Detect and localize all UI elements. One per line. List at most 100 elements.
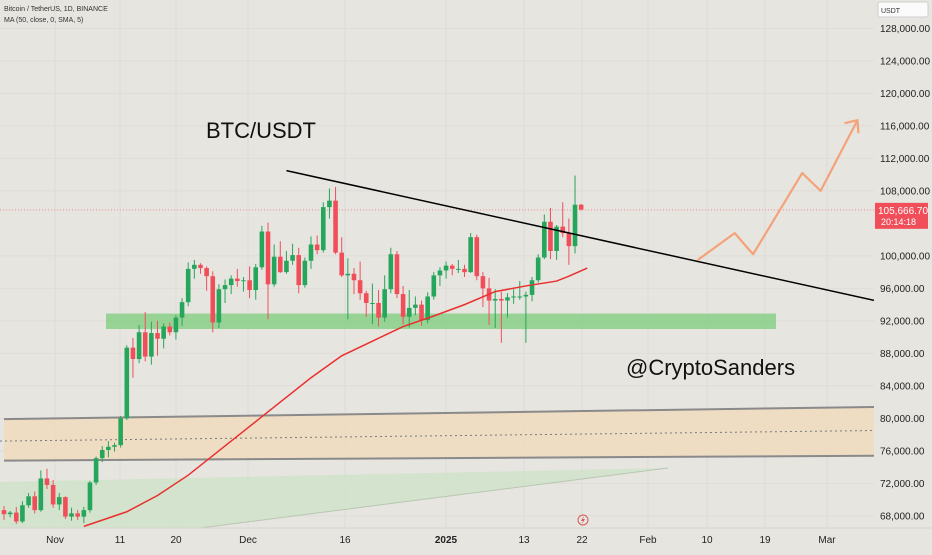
time-axis-label: 10 <box>701 535 713 546</box>
candle-body <box>50 484 56 505</box>
candle-body <box>388 254 394 290</box>
candle-body <box>480 276 486 289</box>
candle-body <box>492 298 498 301</box>
candle-body <box>235 278 240 282</box>
candle-body <box>204 268 209 277</box>
candle-body <box>75 513 80 517</box>
candle-body <box>44 478 50 485</box>
candle-body <box>192 264 197 269</box>
time-axis-label: 19 <box>759 535 771 546</box>
candle-body <box>179 302 185 318</box>
price-axis-label: 112,000.00 <box>880 154 930 165</box>
candle-body <box>327 200 332 208</box>
candle-body <box>161 326 166 339</box>
candle-body <box>339 252 344 276</box>
price-axis-label: 116,000.00 <box>880 121 930 132</box>
candle-body <box>241 280 246 282</box>
channel-mid-line <box>0 430 875 442</box>
candle-body <box>56 497 62 505</box>
time-axis-panel[interactable] <box>0 528 932 550</box>
candle-body <box>13 512 19 522</box>
candle-body <box>357 280 363 294</box>
candle-body <box>376 302 381 318</box>
time-axis-label: 20 <box>170 535 182 546</box>
price-axis-label: 96,000.00 <box>880 284 925 295</box>
candle-body <box>69 513 74 517</box>
price-axis-label: 80,000.00 <box>880 414 925 425</box>
candle-body <box>130 347 136 360</box>
candle-body <box>112 445 117 447</box>
candle-body <box>290 255 295 261</box>
channel-upper-line <box>3 405 875 421</box>
candle-countdown: 20:14:18 <box>881 217 916 227</box>
price-axis-label: 100,000.00 <box>880 251 930 262</box>
price-axis-label: 120,000.00 <box>880 89 930 100</box>
candle-body <box>284 260 289 273</box>
descending-trendline[interactable] <box>286 169 932 315</box>
candle-body <box>296 255 302 286</box>
candle-body <box>572 204 578 247</box>
price-axis-label: 124,000.00 <box>880 56 930 67</box>
projection-arrow-head <box>844 118 860 134</box>
candle-body <box>32 496 37 511</box>
candle-body <box>7 512 13 515</box>
triangle-edge <box>199 467 669 529</box>
candle-body <box>93 458 99 483</box>
candle-body <box>38 478 44 511</box>
candle-body <box>308 244 314 261</box>
pair-title-annotation[interactable]: BTC/USDT <box>206 118 316 143</box>
author-annotation[interactable]: @CryptoSanders <box>626 355 795 380</box>
candle-body <box>210 276 216 323</box>
candle-body <box>124 347 130 419</box>
candle-body <box>468 237 473 273</box>
candle-body <box>20 505 25 522</box>
candle-body <box>314 244 320 251</box>
candle-body <box>505 297 510 301</box>
candle-body <box>216 289 222 323</box>
time-axis-label: 22 <box>576 535 588 546</box>
time-axis-label: 11 <box>115 535 126 546</box>
candle-body <box>136 332 142 360</box>
candle-body <box>363 293 369 303</box>
candle-body <box>333 200 338 253</box>
current-price-tag: 105,666.70 20:14:18 <box>875 202 928 229</box>
price-axis-label: 128,000.00 <box>880 24 930 35</box>
candle-body <box>394 254 400 295</box>
candle-body <box>1 510 7 515</box>
time-axis-label: Nov <box>46 535 64 546</box>
currency-button[interactable]: USDT <box>877 1 929 18</box>
candle-body <box>345 273 351 276</box>
price-axis-label: 76,000.00 <box>880 446 925 457</box>
candle-body <box>511 296 516 298</box>
candle-body <box>554 226 559 252</box>
price-axis-label: 68,000.00 <box>880 511 925 522</box>
time-axis-label: 16 <box>339 535 351 546</box>
price-axis-panel[interactable] <box>874 0 932 528</box>
price-axis-label: 84,000.00 <box>880 381 925 392</box>
indicator-header: MA (50, close, 0, SMA, 5) <box>4 17 83 24</box>
candle-body <box>228 278 234 286</box>
projection-path[interactable] <box>697 119 859 261</box>
time-axis-label: Mar <box>818 535 836 546</box>
price-axis-label: 108,000.00 <box>880 186 930 197</box>
candle-body <box>271 256 277 285</box>
candle-body <box>529 280 535 295</box>
lightning-icon[interactable] <box>577 514 589 526</box>
candle-body <box>222 285 228 290</box>
candle-body <box>142 332 148 357</box>
time-axis-label: Feb <box>639 535 657 546</box>
candle-body <box>400 294 406 317</box>
candle-body <box>382 289 387 318</box>
candle-body <box>99 450 105 459</box>
candle-body <box>63 497 68 517</box>
currency-button-label: USDT <box>881 8 901 15</box>
symbol-header: Bitcoin / TetherUS, 1D, BINANCE <box>4 6 108 13</box>
candle-body <box>259 231 265 268</box>
candle-body <box>87 482 93 511</box>
candle-body <box>406 307 412 317</box>
candle-body <box>437 270 443 276</box>
support-zone <box>106 313 776 329</box>
candle-body <box>431 275 437 297</box>
candle-body <box>474 237 480 277</box>
